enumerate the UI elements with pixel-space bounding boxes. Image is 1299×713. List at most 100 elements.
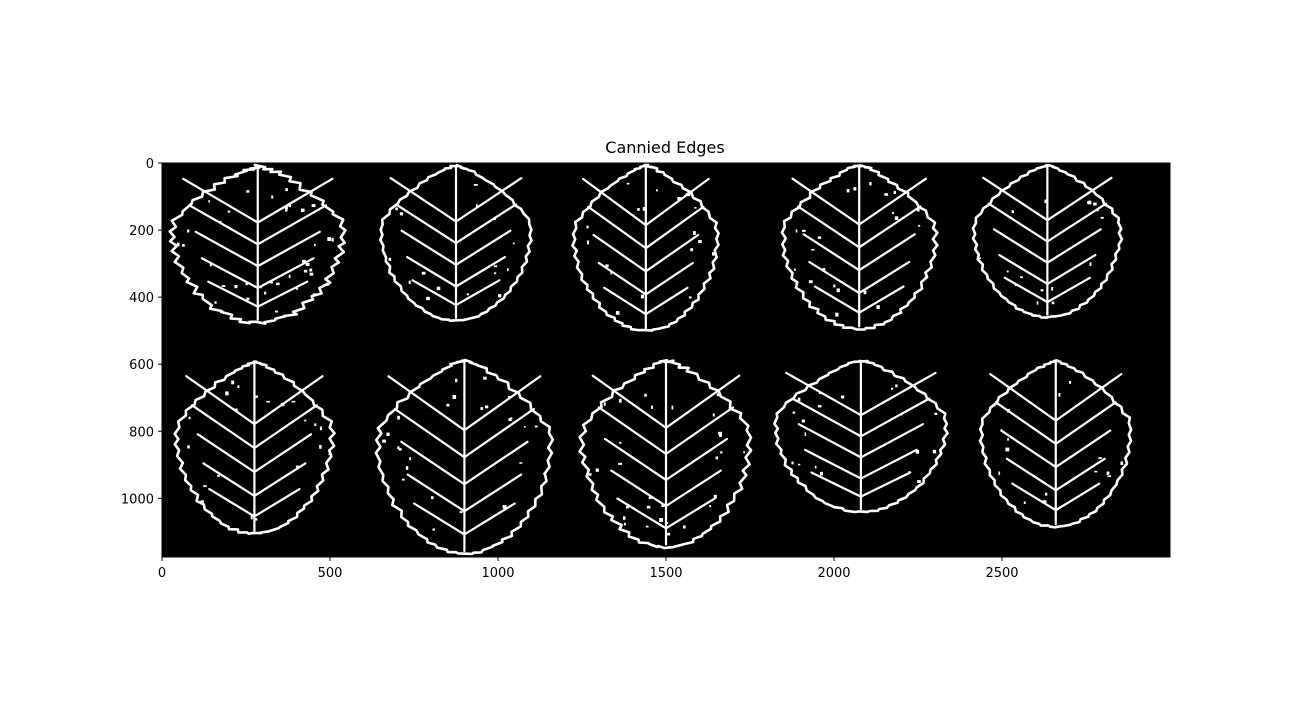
- leaf-vein: [400, 229, 458, 266]
- edge-speck: [473, 184, 478, 186]
- edge-speck: [270, 281, 273, 284]
- leaf-vein: [406, 256, 458, 288]
- edge-speck: [698, 240, 702, 244]
- edge-speck: [302, 259, 306, 263]
- leaf-vein: [1046, 254, 1097, 285]
- edge-speck: [924, 276, 927, 279]
- leaf-vein: [1054, 401, 1117, 445]
- edge-speck: [648, 496, 653, 499]
- leaf-vein: [644, 177, 710, 227]
- edge-speck: [502, 505, 507, 509]
- edge-speck: [894, 216, 899, 221]
- edge-speck: [237, 385, 240, 388]
- leaf-vein: [858, 177, 927, 226]
- leaf-vein: [207, 280, 259, 308]
- leaf-vein: [616, 497, 668, 530]
- edge-speck: [399, 212, 403, 216]
- leaf-vein: [454, 177, 523, 223]
- edge-speck: [645, 525, 649, 528]
- leaf-edge-3: [571, 163, 720, 332]
- edge-speck: [227, 210, 231, 213]
- leaf-vein: [664, 374, 741, 429]
- leaf-vein: [858, 285, 905, 314]
- edge-speck: [507, 268, 509, 272]
- edge-speck: [792, 411, 796, 414]
- leaf-vein: [1046, 276, 1091, 304]
- leaf-vein: [200, 257, 259, 290]
- edge-speck: [311, 204, 316, 208]
- edge-speck: [301, 208, 305, 212]
- edge-speck: [483, 376, 487, 380]
- edge-speck: [642, 207, 646, 211]
- edge-speck: [671, 405, 674, 410]
- leaf-vein: [859, 423, 924, 459]
- edge-speck: [605, 264, 609, 268]
- edge-speck: [1100, 216, 1104, 219]
- edge-speck: [285, 188, 288, 192]
- leaf-vein: [859, 397, 931, 438]
- edge-speck: [314, 423, 317, 426]
- leaf-vein: [987, 202, 1049, 243]
- leaf-vein: [387, 375, 466, 432]
- edge-speck: [328, 453, 331, 456]
- edge-speck: [436, 286, 441, 291]
- edge-speck: [331, 237, 334, 242]
- leaf-vein: [1011, 482, 1057, 512]
- leaf-vein: [208, 488, 256, 518]
- leaf-vein: [1054, 457, 1106, 492]
- edge-speck: [1020, 276, 1023, 279]
- edge-speck: [820, 471, 823, 476]
- edge-speck: [978, 257, 981, 260]
- x-tick-label: 2500: [985, 566, 1018, 581]
- edge-speck: [626, 505, 630, 509]
- edge-speck: [603, 402, 606, 406]
- leaf-vein: [389, 177, 458, 223]
- edge-speck: [891, 387, 894, 390]
- edge-speck: [610, 271, 612, 275]
- edge-speck: [718, 434, 722, 437]
- edge-speck: [218, 220, 222, 224]
- leaf-edge-9: [773, 359, 949, 514]
- leaf-vein: [597, 406, 668, 455]
- leaf-vein: [256, 280, 309, 308]
- leaf-vein: [644, 261, 694, 296]
- leaf-vein: [982, 176, 1049, 222]
- leaf-vein: [1003, 276, 1049, 304]
- edge-speck: [798, 463, 801, 466]
- edge-speck: [271, 195, 274, 199]
- edge-speck: [421, 271, 426, 275]
- edge-speck: [534, 425, 538, 428]
- edge-speck: [319, 426, 322, 431]
- leaf-edge-8: [578, 359, 753, 550]
- edge-speck: [1044, 199, 1048, 204]
- edge-speck: [1120, 461, 1124, 465]
- edge-speck: [822, 267, 826, 271]
- edge-speck: [677, 197, 681, 200]
- edge-speck: [908, 471, 910, 475]
- leaf-vein: [644, 205, 705, 250]
- edge-speck: [480, 407, 484, 410]
- edge-speck: [484, 405, 489, 409]
- edge-speck: [1124, 457, 1127, 462]
- edge-speck: [666, 522, 669, 524]
- leaf-vein: [664, 497, 716, 530]
- edge-speck: [274, 310, 278, 313]
- leaf-vein: [791, 177, 861, 226]
- edge-speck: [254, 395, 258, 398]
- leaf-edge-4: [780, 164, 939, 331]
- leaf-vein: [603, 286, 647, 316]
- x-tick-label: 500: [318, 566, 343, 581]
- leaf-vein: [194, 230, 259, 268]
- edge-speck: [1007, 438, 1009, 441]
- leaf-vein: [463, 502, 516, 536]
- edge-speck: [615, 311, 620, 315]
- edge-speck: [915, 449, 919, 454]
- leaf-vein: [859, 471, 912, 498]
- edge-image: [168, 163, 1133, 556]
- leaf-edge-1: [168, 163, 347, 325]
- leaf-vein: [454, 279, 501, 307]
- edge-speck: [808, 280, 813, 284]
- edge-speck: [1014, 283, 1017, 287]
- edge-speck: [309, 268, 313, 272]
- edge-speck: [519, 462, 523, 464]
